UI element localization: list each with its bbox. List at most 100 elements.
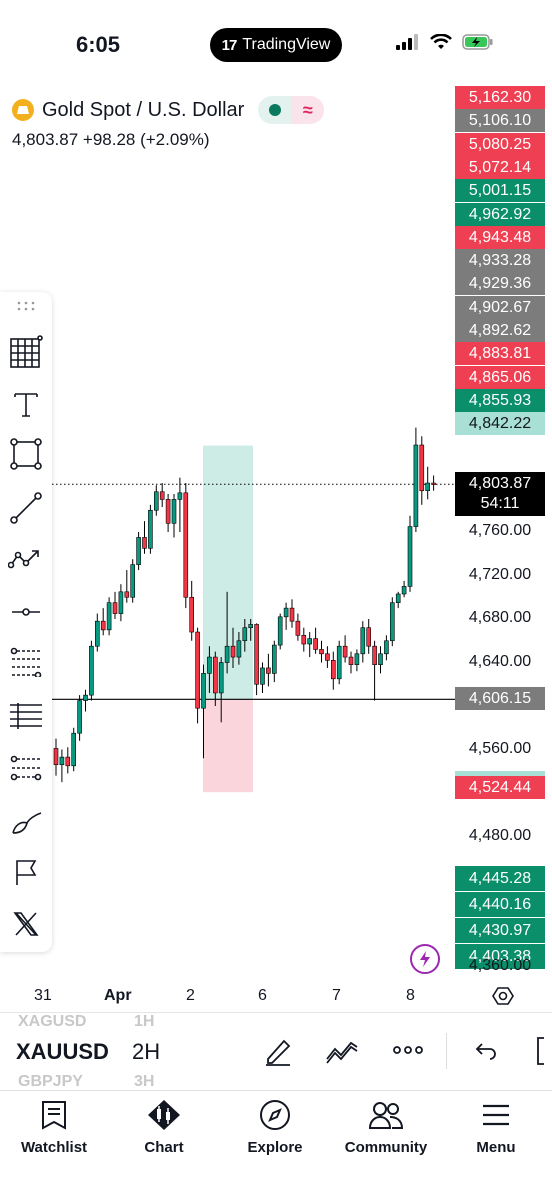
more-icon[interactable] [392, 1043, 424, 1057]
price-tag[interactable]: 4,865.06 [455, 365, 545, 389]
nav-watchlist[interactable]: Watchlist [4, 1097, 104, 1156]
candle-body [354, 653, 360, 665]
candle-body [83, 694, 88, 701]
candle-body [201, 673, 206, 709]
x-logo-icon[interactable] [8, 906, 44, 942]
prev-timeframe[interactable]: 1H [134, 1013, 155, 1030]
current-price-value: 4,803.87 [468, 475, 532, 493]
price-tag[interactable]: 4,430.97 [455, 918, 545, 943]
candle-body [425, 482, 431, 491]
market-status-pill[interactable]: ≈ [258, 96, 325, 124]
fib-retracement-icon[interactable] [8, 644, 44, 680]
price-tag[interactable]: 5,106.10 [455, 109, 545, 133]
symbol-header[interactable]: Gold Spot / U.S. Dollar ≈ [12, 96, 325, 124]
candle-body [413, 444, 419, 527]
fullscreen-icon[interactable] [532, 1035, 552, 1067]
price-tag[interactable]: 5,162.30 [455, 86, 545, 109]
settings-hex-icon[interactable] [492, 985, 514, 1007]
chart-icon [148, 1100, 180, 1130]
price-tag[interactable]: 4,962.92 [455, 202, 545, 226]
next-timeframe[interactable]: 3H [134, 1073, 155, 1090]
nav-chart[interactable]: Chart [114, 1097, 214, 1156]
candle-body [384, 640, 389, 655]
candle-body [236, 640, 242, 658]
watchlist-icon [42, 1101, 66, 1130]
rectangle-icon[interactable] [8, 436, 44, 472]
nav-menu[interactable]: Menu [446, 1097, 546, 1156]
candle-body [342, 645, 348, 658]
candle-body [130, 564, 135, 598]
flag-icon[interactable] [8, 854, 44, 890]
candle-body [112, 602, 118, 614]
price-tag[interactable]: 4,524.44 [455, 776, 545, 800]
price-tag[interactable]: 4,943.48 [455, 225, 545, 249]
drawing-toolbar [0, 292, 52, 952]
candle-body [213, 656, 218, 694]
tradingview-pill[interactable]: 17 TradingView [210, 28, 342, 62]
pen-icon[interactable] [262, 1035, 294, 1067]
candle-body [124, 591, 130, 598]
nav-watchlist-label: Watchlist [20, 1139, 88, 1156]
prev-symbol[interactable]: XAGUSD [18, 1013, 87, 1030]
trend-line-icon[interactable] [8, 490, 44, 526]
path-icon[interactable] [8, 542, 44, 578]
lightning-icon[interactable] [410, 944, 440, 974]
candle-body [183, 492, 189, 598]
candle-body [189, 596, 194, 633]
candle-body [53, 748, 59, 766]
price-tag[interactable]: 4,403.38 [455, 944, 545, 969]
candle-body [65, 756, 71, 767]
delay-wave-icon: ≈ [291, 96, 325, 124]
price-tag[interactable]: 4,892.62 [455, 319, 545, 342]
candle-body [106, 602, 112, 631]
horizontal-line-icon[interactable] [8, 594, 44, 630]
candle-body [260, 667, 265, 685]
price-tag[interactable]: 4,855.93 [455, 388, 545, 412]
y-axis-label: 4,680.00 [468, 609, 532, 626]
text-icon[interactable] [8, 386, 44, 422]
menu-icon [483, 1104, 509, 1126]
next-symbol[interactable]: GBPJPY [18, 1073, 83, 1090]
brush-icon[interactable] [8, 804, 44, 840]
grid-icon[interactable] [8, 334, 44, 370]
candle-body [95, 620, 100, 647]
tradingview-pill-label: TradingView [242, 36, 331, 53]
price-tag[interactable]: 4,842.22 [455, 412, 545, 436]
undo-icon[interactable] [474, 1039, 498, 1063]
y-axis-label: 4,760.00 [468, 522, 532, 539]
parallel-lines-icon[interactable] [8, 698, 44, 734]
nav-community[interactable]: Community [336, 1097, 436, 1156]
symbol-strip[interactable]: XAGUSD 1H XAUUSD 2H GBPJPY 3H [0, 1012, 552, 1090]
candle-body [136, 537, 141, 565]
price-tag[interactable]: 5,080.25 [455, 132, 545, 156]
price-tag[interactable]: 4,929.36 [455, 272, 545, 296]
y-axis-label: 4,560.00 [468, 739, 532, 757]
candlestick-chart[interactable] [0, 80, 552, 980]
y-axis-label: 4,480.00 [468, 826, 532, 844]
candle-body [289, 607, 295, 622]
y-axis-label: 4,720.00 [468, 565, 532, 583]
candle-body [248, 624, 253, 629]
price-tag[interactable]: 5,072.14 [455, 155, 545, 179]
status-icons [396, 34, 494, 50]
signal-icon [396, 34, 418, 50]
price-tag[interactable]: 4,445.28 [455, 866, 545, 891]
symbol-selector[interactable]: XAUUSD [16, 1039, 109, 1064]
candle-body [148, 509, 153, 549]
price-tag[interactable]: 4,606.15 [455, 687, 545, 711]
candle-body [419, 444, 425, 491]
status-time: 6:05 [76, 32, 121, 57]
nav-explore[interactable]: Explore [225, 1097, 325, 1156]
candle-body [207, 656, 212, 674]
price-tag[interactable]: 4,883.81 [455, 342, 545, 366]
fib-channel-icon[interactable] [8, 750, 44, 786]
timeframe-selector[interactable]: 2H [132, 1039, 161, 1064]
indicators-icon[interactable] [325, 1035, 359, 1067]
drag-handle-icon[interactable] [8, 294, 44, 318]
price-tag[interactable]: 5,001.15 [455, 179, 545, 203]
price-tag[interactable]: 4,933.28 [455, 249, 545, 273]
price-tag[interactable]: 4,440.16 [455, 892, 545, 917]
time-axis-label: 7 [332, 987, 341, 1004]
price-tag[interactable]: 4,902.67 [455, 295, 545, 319]
compass-icon [260, 1100, 290, 1130]
